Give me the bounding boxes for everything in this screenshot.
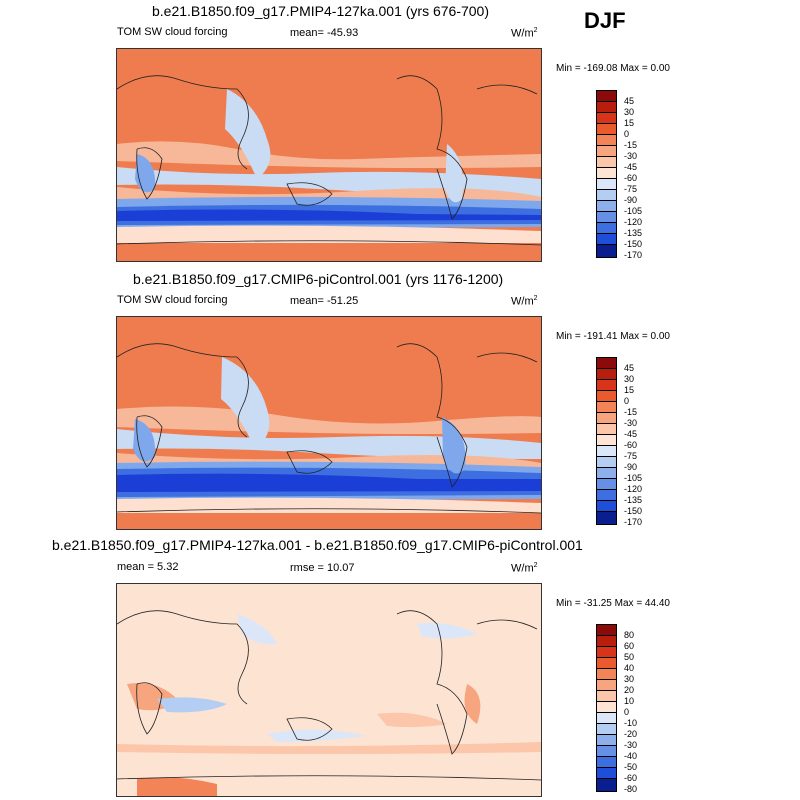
season-label: DJF: [584, 8, 626, 33]
panel-2-title: b.e21.B1850.f09_g17.CMIP6-piControl.001 …: [133, 271, 504, 287]
panel-1-units: W/m2: [511, 27, 538, 40]
panel-3-colorbar: [596, 624, 617, 792]
panel-2-units: W/m2: [511, 295, 538, 308]
panel-1-colorbar: [596, 90, 617, 258]
panel-1-title: b.e21.B1850.f09_g17.PMIP4-127ka.001 (yrs…: [152, 3, 490, 19]
panel-3-map: [116, 583, 542, 797]
panel-2-map: [116, 316, 542, 530]
panel-1-field-label: TOM SW cloud forcing: [117, 26, 228, 38]
panel-2-minmax: Min = -191.41 Max = 0.00: [556, 331, 670, 342]
panel-3-mean: mean = 5.32: [117, 561, 179, 573]
panel-1-map: [116, 48, 542, 262]
panel-3-minmax: Min = -31.25 Max = 44.40: [556, 598, 670, 609]
panel-3-rmse: rmse = 10.07: [290, 562, 355, 574]
panel-2-colorbar: [596, 357, 617, 525]
panel-1-minmax: Min = -169.08 Max = 0.00: [556, 63, 670, 74]
panel-3-units: W/m2: [511, 562, 538, 575]
panel-1-mean: mean= -45.93: [290, 27, 359, 39]
panel-2-field-label: TOM SW cloud forcing: [117, 294, 228, 306]
panel-2-mean: mean= -51.25: [290, 295, 359, 307]
panel-3-title: b.e21.B1850.f09_g17.PMIP4-127ka.001 - b.…: [52, 537, 583, 553]
